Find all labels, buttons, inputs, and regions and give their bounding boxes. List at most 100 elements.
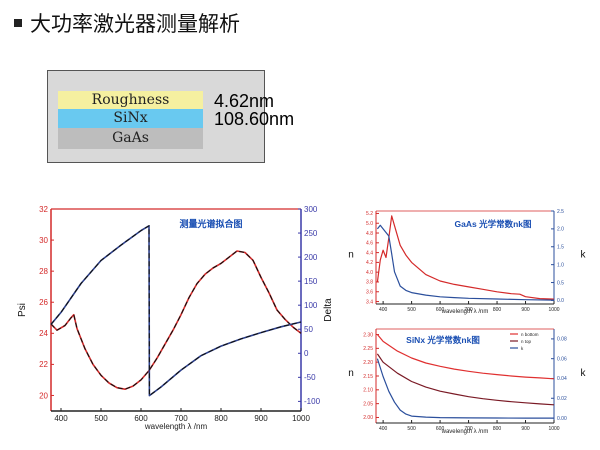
y-tick-label: 4.0 [366, 270, 373, 276]
legend-label: n bottom [521, 332, 539, 337]
x-tick-label: 800 [493, 426, 502, 432]
layer-sinx: SiNx [58, 109, 203, 128]
x-tick-label: 500 [94, 414, 108, 423]
y-tick-label: 26 [39, 298, 48, 307]
y-axis-label: n [348, 250, 354, 261]
gaas-nk-chart: 3.4 3.6 3.8 4.0 4.2 4.4 4.6 4.8 5.0 5.2 0.0 0.5 1.0 1… [348, 209, 587, 315]
y2-tick-label: 50 [304, 325, 313, 334]
layer-roughness-label: Roughness [91, 92, 170, 108]
page-title-text: 大功率激光器测量解析 [30, 12, 240, 36]
x-tick-label: 800 [214, 414, 228, 423]
y2-axis-label: k [581, 250, 587, 261]
y-tick-label: 5.2 [366, 211, 373, 217]
y-tick-label: 3.6 [366, 290, 373, 296]
y2-tick-label: 2.0 [557, 227, 564, 233]
y2-tick-label: 0.02 [557, 396, 567, 402]
series-line-n-top [376, 353, 555, 406]
y-tick-label: 30 [39, 236, 48, 245]
x-tick-label: 600 [436, 426, 445, 432]
series-fit-Psi [50, 250, 302, 390]
y2-tick-label: -100 [304, 397, 321, 406]
x-tick-label: 600 [436, 307, 445, 313]
y-tick-label: 4.4 [366, 250, 373, 256]
y-tick-label: 2.25 [363, 346, 373, 352]
sinx-nk-chart: 2.00 2.05 2.10 2.15 2.20 2.25 2.30 0.00 0.02 0.04… [348, 328, 587, 435]
y2-axis-label: Delta [323, 298, 334, 322]
y-tick-label: 24 [39, 329, 48, 338]
layer-stack: Roughness SiNx GaAs 4.62nm 108.60nm [47, 70, 294, 163]
y2-tick-label: 0.08 [557, 337, 567, 343]
plot-area [376, 329, 554, 423]
x-tick-label: 500 [407, 307, 416, 313]
legend-label: n top [521, 339, 532, 344]
x-tick-label: 700 [464, 307, 473, 313]
x-tick-label: 700 [464, 426, 473, 432]
y2-tick-label: 150 [304, 277, 318, 286]
y-tick-label: 28 [39, 267, 48, 276]
layer-gaas-label: GaAs [112, 130, 149, 146]
x-tick-label: 1000 [548, 426, 559, 432]
x-tick-label: 400 [379, 307, 388, 313]
x-tick-label: 600 [134, 414, 148, 423]
y-tick-label: 2.15 [363, 374, 373, 380]
y2-tick-label: 100 [304, 301, 318, 310]
y2-tick-label: 0.06 [557, 356, 567, 362]
layer-roughness: Roughness [58, 91, 203, 109]
legend-label: k [521, 346, 524, 351]
chart-title: GaAs 光学常数nk图 [455, 219, 532, 229]
y-tick-label: 20 [39, 391, 48, 400]
chart-title: SiNx 光学常数nk图 [406, 335, 480, 345]
y2-tick-label: 1.0 [557, 262, 564, 268]
x-tick-label: 500 [407, 426, 416, 432]
y2-tick-label: 1.5 [557, 245, 564, 251]
y2-tick-label: 0.04 [557, 376, 567, 382]
y-tick-label: 2.30 [363, 332, 373, 338]
y-tick-label: 32 [39, 205, 48, 214]
series-line-n-bottom [376, 334, 555, 380]
y2-tick-label: 0.0 [557, 298, 564, 304]
y2-tick-label: 250 [304, 229, 318, 238]
y-tick-label: 2.10 [363, 388, 373, 394]
y-tick-label: 2.05 [363, 401, 373, 407]
y2-tick-label: 0.5 [557, 280, 564, 286]
series-line-k [376, 358, 554, 419]
y-tick-label: 4.6 [366, 241, 373, 247]
y-axis-label: n [348, 368, 354, 379]
x-tick-label: 1000 [292, 414, 310, 423]
y-tick-label: 2.00 [363, 415, 373, 421]
plot-area [376, 211, 554, 304]
y-tick-label: 4.2 [366, 260, 373, 266]
y-axis-label: Psi [17, 303, 28, 317]
x-tick-label: 800 [493, 307, 502, 313]
x-tick-label: 900 [254, 414, 268, 423]
y-tick-label: 22 [39, 360, 48, 369]
x-axis-label: wavelength λ /nm [441, 309, 489, 315]
y-tick-label: 5.0 [366, 221, 373, 227]
series-line-k [376, 224, 555, 301]
x-tick-label: 400 [379, 426, 388, 432]
y2-tick-label: -50 [304, 373, 316, 382]
y2-tick-label: 2.5 [557, 209, 564, 215]
x-tick-label: 900 [521, 426, 530, 432]
y-tick-label: 4.8 [366, 231, 373, 237]
y2-tick-label: 0 [304, 349, 309, 358]
y-tick-label: 3.8 [366, 280, 373, 286]
x-axis-label: wavelength λ /nm [441, 429, 489, 435]
x-tick-label: 700 [174, 414, 188, 423]
layer-sinx-label: SiNx [113, 110, 148, 126]
y-tick-label: 2.20 [363, 360, 373, 366]
series-line-n [376, 215, 555, 300]
x-axis-label: wavelength λ /nm [144, 422, 208, 431]
sinx-thickness: 108.60nm [214, 109, 295, 129]
bullet-icon [14, 19, 22, 27]
spectrum-fit-chart: 20 22 24 26 28 30 32 -100 -50 0 50 100 150 200 250 300 4… [17, 205, 334, 431]
series-fit-Delta [50, 224, 302, 397]
chart-title: 测量光谱拟合图 [179, 218, 242, 229]
roughness-thickness: 4.62nm [214, 91, 275, 111]
x-tick-label: 900 [521, 307, 530, 313]
y2-tick-label: 200 [304, 253, 318, 262]
y2-tick-label: 300 [304, 205, 318, 214]
page-title: 大功率激光器测量解析 [14, 8, 240, 38]
x-tick-label: 1000 [548, 307, 559, 313]
y-tick-label: 3.4 [366, 299, 373, 305]
